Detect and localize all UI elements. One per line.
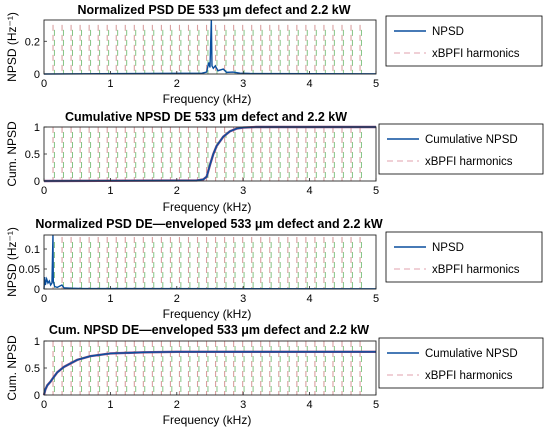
legend-box (385, 231, 543, 283)
y-tick-label: 0.2 (25, 36, 40, 48)
legend-label-harmonics: xBPFI harmonics (425, 156, 513, 168)
harmonic-markers (52, 24, 362, 74)
legend: NPSD xBPFI harmonics (385, 231, 543, 283)
x-tick-label: 2 (174, 78, 180, 90)
chart-panel-3: 0 1 2 3 4 5 0 0.05 0.1 Normalized PSD DE—envelope… (5, 217, 543, 321)
legend-label-harmonics: xBPFI harmonics (425, 370, 513, 382)
x-axis-label: Frequency (kHz) (163, 413, 252, 427)
legend: NPSD xBPFI harmonics (385, 15, 543, 67)
x-tick-label: 4 (307, 185, 313, 197)
axis-box (43, 19, 377, 75)
y-tick-label: 0.5 (25, 149, 40, 161)
y-tick-label: 0.1 (25, 244, 40, 256)
x-axis-label: Frequency (kHz) (163, 307, 252, 321)
harmonic-markers (52, 237, 362, 289)
x-tick-label: 4 (307, 78, 313, 90)
x-tick-label: 0 (41, 399, 47, 411)
x-tick-label: 0 (41, 78, 47, 90)
y-tick-label: 0.05 (19, 264, 40, 276)
chart-panel-4: 0 1 2 3 4 5 0 0.5 1 Cum. NPSD DE—enveloped 533 μm… (5, 323, 544, 427)
legend-label-series: NPSD (432, 26, 464, 38)
series-line (43, 19, 377, 75)
x-tick-label: 5 (373, 185, 379, 197)
x-tick-label: 4 (307, 399, 313, 411)
chart-title: Cum. NPSD DE—enveloped 533 μm defect and… (49, 323, 369, 337)
x-tick-label: 2 (174, 185, 180, 197)
x-tick-label: 4 (307, 293, 313, 305)
y-tick-label: 0 (34, 69, 40, 81)
chart-title: Cumulative NPSD DE 533 μm defect and 2.2… (65, 110, 347, 124)
legend-box (385, 15, 543, 67)
x-tick-label: 2 (174, 399, 180, 411)
legend-label-series: NPSD (432, 242, 464, 254)
x-tick-label: 1 (107, 78, 113, 90)
legend-label-series: Cumulative NPSD (425, 134, 518, 146)
plot-area (44, 235, 376, 289)
legend: Cumulative NPSD xBPFI harmonics (378, 337, 544, 389)
x-axis-label: Frequency (kHz) (163, 92, 252, 106)
y-tick-label: 0 (34, 390, 40, 402)
x-tick-label: 0 (41, 185, 47, 197)
legend: Cumulative NPSD xBPFI harmonics (378, 123, 544, 175)
x-tick-label: 2 (174, 293, 180, 305)
x-axis-label: Frequency (kHz) (163, 200, 252, 214)
harmonic-markers (52, 127, 362, 181)
plot-area (44, 341, 376, 395)
y-axis-label: NPSD (Hz⁻¹) (5, 227, 19, 297)
y-axis-label: Cum. NPSD (5, 335, 19, 401)
y-tick-label: 0.5 (25, 363, 40, 375)
x-tick-label: 1 (107, 399, 113, 411)
harmonic-markers (52, 341, 362, 395)
y-axis-label: NPSD (Hz⁻¹) (5, 12, 19, 82)
x-tick-label: 0 (41, 293, 47, 305)
series-line (43, 351, 376, 396)
series-line (43, 126, 376, 182)
plot-area (44, 127, 376, 181)
chart-title: Normalized PSD DE—enveloped 533 μm defec… (35, 217, 383, 231)
x-tick-label: 1 (107, 293, 113, 305)
legend-label-series: Cumulative NPSD (425, 348, 518, 360)
legend-box (378, 123, 544, 175)
x-tick-label: 5 (373, 78, 379, 90)
y-tick-label: 0 (34, 284, 40, 296)
x-tick-label: 5 (373, 399, 379, 411)
chart-panel-2: 0 1 2 3 4 5 0 0.5 1 Cumulative NPSD DE 533 μm def… (5, 110, 544, 214)
legend-label-harmonics: xBPFI harmonics (432, 48, 520, 60)
axis-box (43, 234, 377, 290)
x-tick-label: 1 (107, 185, 113, 197)
y-tick-label: 1 (34, 336, 40, 348)
chart-panel-1: 0 1 2 3 4 5 0 0.2 Normalized PSD DE 533 μm defec… (5, 3, 543, 106)
legend-label-harmonics: xBPFI harmonics (432, 264, 520, 276)
x-tick-label: 3 (240, 293, 246, 305)
chart-title: Normalized PSD DE 533 μm defect and 2.2 … (77, 3, 350, 17)
y-axis-label: Cum. NPSD (5, 121, 19, 187)
x-tick-label: 3 (240, 399, 246, 411)
x-tick-label: 3 (240, 185, 246, 197)
legend-box (378, 337, 544, 389)
x-tick-label: 5 (373, 293, 379, 305)
x-tick-label: 3 (240, 78, 246, 90)
y-tick-label: 1 (34, 122, 40, 134)
y-tick-label: 0 (34, 176, 40, 188)
